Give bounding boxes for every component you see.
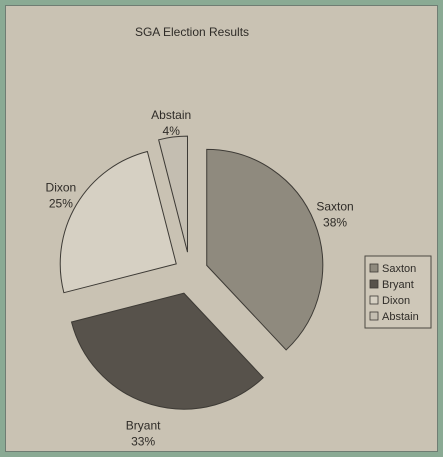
slice-name-saxton: Saxton [316, 200, 353, 214]
slice-bryant [70, 292, 264, 410]
legend-swatch-abstain [369, 311, 379, 321]
slice-value-dixon: 25% [49, 197, 73, 211]
legend-swatch-saxton [369, 263, 379, 273]
pie-slices [59, 135, 324, 410]
legend-label-dixon: Dixon [382, 295, 410, 307]
legend-swatch-dixon [369, 295, 379, 305]
chart-title: SGA Election Results [135, 25, 249, 39]
slice-value-abstain: 4% [163, 124, 181, 138]
slice-name-dixon: Dixon [46, 181, 77, 195]
slice-value-bryant: 33% [131, 434, 155, 448]
legend: Saxton Bryant Dixon Abstain [364, 255, 432, 329]
slice-dixon [59, 150, 177, 294]
slice-saxton [206, 148, 324, 351]
legend-label-saxton: Saxton [382, 263, 416, 275]
legend-label-bryant: Bryant [382, 279, 414, 291]
slice-labels: Saxton 38% Bryant 33% Dixon 25% Abstain 4% [46, 108, 354, 448]
slice-abstain [158, 135, 188, 253]
slice-value-saxton: 38% [323, 216, 347, 230]
slice-name-bryant: Bryant [126, 418, 161, 432]
legend-swatch-bryant [369, 279, 379, 289]
legend-label-abstain: Abstain [382, 311, 419, 323]
slice-name-abstain: Abstain [151, 108, 191, 122]
